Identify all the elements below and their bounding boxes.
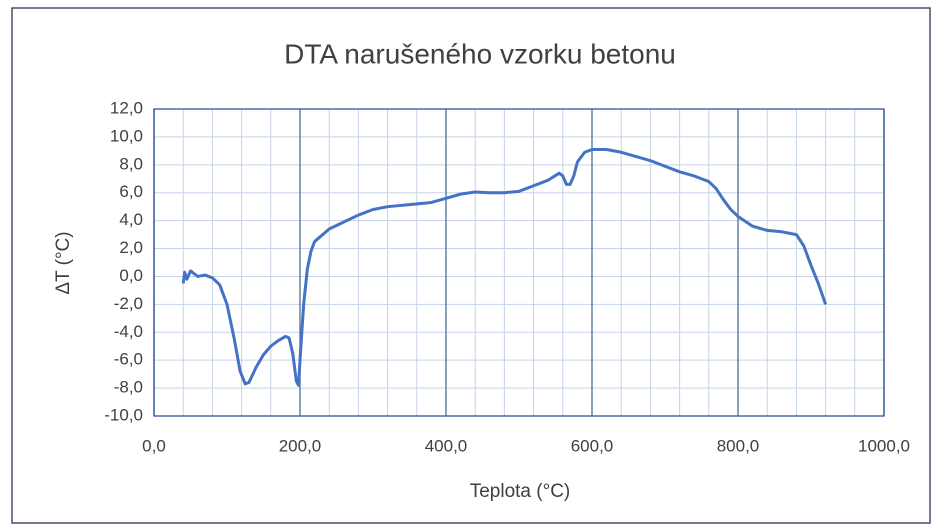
y-tick-label: -8,0 [114, 378, 143, 397]
y-tick-label: 2,0 [119, 238, 143, 257]
x-tick-label: 200,0 [279, 436, 322, 455]
chart-border [11, 7, 931, 524]
y-tick-label: 8,0 [119, 154, 143, 173]
x-tick-label: 1000,0 [858, 436, 910, 455]
plot-area-border [153, 108, 885, 417]
x-axis-label: Teplota (°C) [470, 481, 571, 502]
chart-title: DTA narušeného vzorku betonu [284, 38, 676, 69]
y-tick-label: 6,0 [119, 182, 143, 201]
data-line [181, 147, 828, 387]
x-tick-label: 400,0 [425, 436, 468, 455]
y-tick-label: -10,0 [104, 405, 143, 424]
y-tick-label: -6,0 [114, 350, 143, 369]
y-tick-label: 12,0 [110, 98, 143, 117]
x-tick-label: 800,0 [717, 436, 760, 455]
x-tick-label: 600,0 [571, 436, 614, 455]
y-tick-label: 0,0 [119, 266, 143, 285]
y-axis-label: ΔT (°C) [53, 231, 74, 294]
y-tick-label: 10,0 [110, 126, 143, 145]
y-tick-label: -4,0 [114, 322, 143, 341]
y-tick-label: -2,0 [114, 294, 143, 313]
x-tick-label: 0,0 [142, 436, 166, 455]
y-tick-label: 4,0 [119, 210, 143, 229]
